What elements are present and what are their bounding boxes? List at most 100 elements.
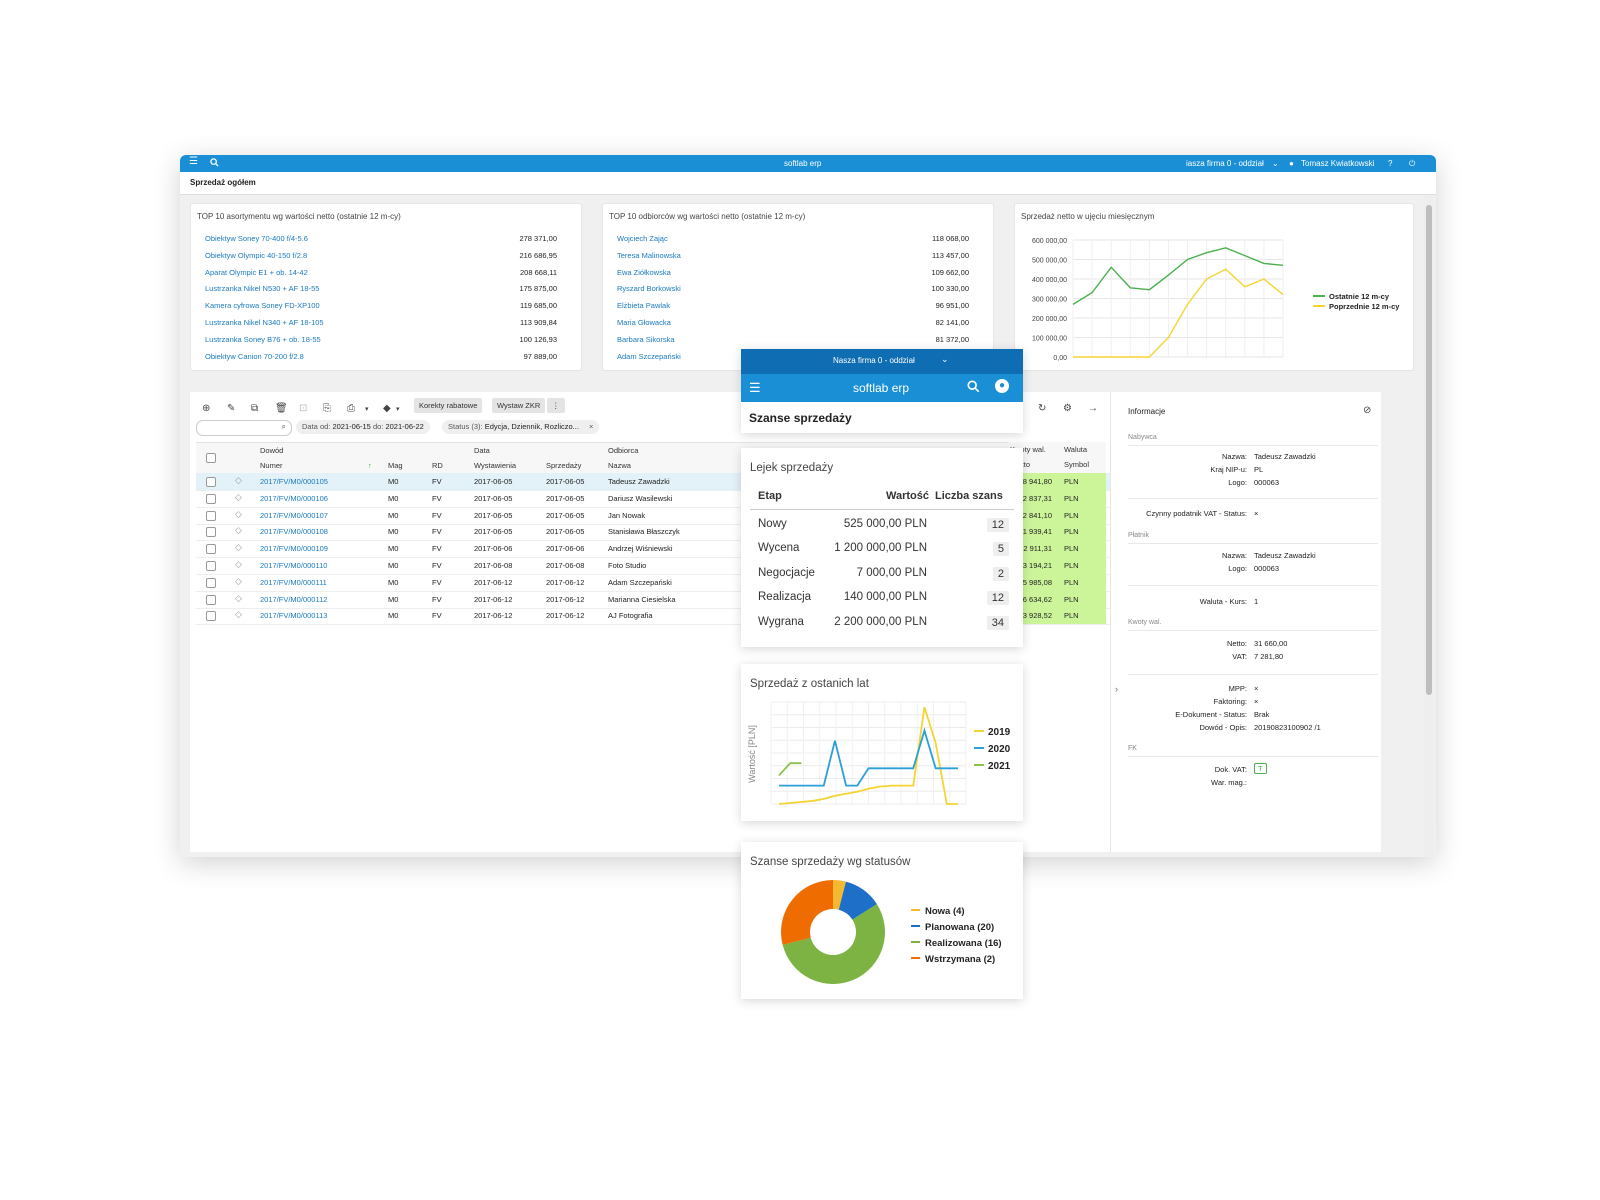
row-checkbox[interactable] bbox=[206, 544, 216, 555]
highlight-cells: 12 911,31 PLN bbox=[1008, 540, 1106, 558]
search-icon: ⌕ bbox=[281, 422, 286, 431]
cell-doc-number[interactable]: 2017/FV/M0/000108 bbox=[260, 527, 328, 537]
cell-doc-number[interactable]: 2017/FV/M0/000107 bbox=[260, 510, 328, 520]
top10-row-name[interactable]: Ryszard Borkowski bbox=[617, 284, 681, 294]
attachment-icon[interactable]: ⎘ bbox=[323, 403, 331, 414]
arrow-right-icon[interactable]: → bbox=[1088, 403, 1098, 414]
row-checkbox[interactable] bbox=[206, 577, 216, 588]
top10-row: Adam Szczepański bbox=[617, 352, 969, 362]
grid-search-input[interactable]: ⌕ bbox=[196, 420, 292, 436]
row-checkbox[interactable] bbox=[206, 611, 216, 622]
menu-icon[interactable]: ☰ bbox=[749, 380, 761, 395]
refresh-icon[interactable]: ↻ bbox=[1038, 403, 1047, 414]
funnel-count: 12 bbox=[986, 591, 1009, 606]
top10-row-name[interactable]: Elżbieta Pawlak bbox=[617, 301, 670, 311]
col-header-warehouse[interactable]: Mag bbox=[388, 461, 403, 470]
menu-icon[interactable]: ☰ bbox=[189, 156, 198, 167]
edit-icon[interactable]: ✎ bbox=[227, 403, 236, 414]
search-icon[interactable] bbox=[967, 380, 980, 398]
row-checkbox[interactable] bbox=[206, 594, 216, 605]
sort-asc-icon[interactable]: ↑ bbox=[368, 461, 372, 470]
status-filter-chip[interactable]: Status (3): Edycja, Dziennik, Rozliczo..… bbox=[442, 420, 600, 434]
funnel-value: 2 200 000,00 PLN bbox=[834, 615, 927, 628]
main-scrollbar[interactable] bbox=[1424, 195, 1434, 857]
user-icon[interactable]: ● bbox=[1289, 159, 1294, 168]
cell-doc-type: FV bbox=[432, 594, 442, 604]
corrections-button[interactable]: Korekty rabatowe bbox=[414, 398, 483, 413]
cell-doc-number[interactable]: 2017/FV/M0/000105 bbox=[260, 477, 328, 486]
scrollbar-thumb[interactable] bbox=[1426, 205, 1432, 695]
diamond-icon: ◇ bbox=[235, 592, 242, 603]
top10-row-name[interactable]: Obiektyw Canion 70-200 f/2.8 bbox=[205, 351, 304, 361]
zkr-button[interactable]: Wystaw ZKR bbox=[492, 398, 546, 413]
group-header-document: Dowód bbox=[260, 446, 284, 455]
col-header-symbol[interactable]: Symbol bbox=[1064, 460, 1090, 469]
top10-row-name[interactable]: Ewa Ziółkowska bbox=[617, 267, 671, 277]
search-icon[interactable] bbox=[210, 158, 219, 170]
cell-doc-number[interactable]: 2017/FV/M0/000112 bbox=[260, 594, 328, 604]
series-line bbox=[1072, 247, 1284, 305]
col-header-name[interactable]: Nazwa bbox=[608, 461, 631, 470]
row-checkbox[interactable] bbox=[206, 493, 216, 504]
col-header-sale-date[interactable]: Sprzedaży bbox=[546, 461, 582, 470]
tag-icon[interactable]: ◆ bbox=[383, 403, 391, 414]
row-checkbox[interactable] bbox=[206, 510, 216, 521]
top10-row-name[interactable]: Obiektyw Olympic 40-150 f/2.8 bbox=[205, 250, 308, 260]
top10-row-value: 100 330,00 bbox=[931, 284, 969, 294]
date-filter-chip[interactable]: Data od: 2021-06-15 do: 2021-06-22 bbox=[296, 420, 430, 434]
top10-row-name[interactable]: Wojciech Zając bbox=[617, 234, 668, 243]
hide-panel-icon[interactable]: ⊘ bbox=[1363, 405, 1372, 416]
top10-row-name[interactable]: Aparat Olympic E1 + ob. 14-42 bbox=[205, 267, 308, 277]
cell-doc-number[interactable]: 2017/FV/M0/000110 bbox=[260, 561, 328, 570]
print-dropdown-icon[interactable]: ▾ bbox=[365, 406, 369, 413]
cell-doc-number[interactable]: 2017/FV/M0/000113 bbox=[260, 611, 328, 621]
top10-row-name[interactable]: Maria Głowacka bbox=[617, 318, 671, 327]
expand-chevron-icon[interactable]: › bbox=[1115, 684, 1118, 694]
row-checkbox[interactable] bbox=[206, 477, 216, 487]
funnel-value: 1 200 000,00 PLN bbox=[834, 542, 927, 555]
help-icon[interactable]: ? bbox=[1388, 159, 1393, 168]
col-header-doctype[interactable]: RD bbox=[432, 461, 443, 470]
buyer-country-label: Kraj NIP-u: bbox=[1210, 465, 1247, 474]
cell-doc-number[interactable]: 2017/FV/M0/000106 bbox=[260, 493, 328, 503]
page-header: Sprzedaż ogółem bbox=[180, 172, 1436, 195]
tag-dropdown-icon[interactable]: ▾ bbox=[396, 406, 400, 413]
cell-issue-date: 2017-06-05 bbox=[474, 510, 513, 520]
cell-currency: PLN bbox=[1064, 493, 1079, 503]
row-checkbox[interactable] bbox=[206, 527, 216, 538]
col-header-issue-date[interactable]: Wystawienia bbox=[474, 461, 517, 470]
top10-row-name[interactable]: Lustrzanka Soney B76 + ob. 18-55 bbox=[205, 334, 321, 344]
select-all-checkbox[interactable] bbox=[206, 453, 216, 463]
cell-doc-number[interactable]: 2017/FV/M0/000109 bbox=[260, 544, 328, 554]
top10-row-name[interactable]: Kamera cyfrowa Soney FD-XP100 bbox=[205, 301, 320, 311]
delete-icon[interactable]: 🗑︎ bbox=[275, 403, 288, 414]
copy-icon[interactable]: ⧉ bbox=[251, 403, 259, 414]
top10-row: Ewa Ziółkowska 109 662,00 bbox=[617, 268, 969, 278]
power-icon[interactable]: ⏻ bbox=[1409, 159, 1416, 168]
company-selector[interactable]: iasza firma 0 - oddział bbox=[1186, 159, 1264, 168]
print-icon[interactable]: ⎙ bbox=[347, 403, 355, 414]
col-header-number[interactable]: Numer bbox=[260, 461, 283, 470]
top10-row-name[interactable]: Obiektyw Soney 70-400 f/4-5.6 bbox=[205, 234, 308, 243]
chevron-down-icon[interactable]: ⌄ bbox=[941, 354, 949, 364]
cell-issue-date: 2017-06-05 bbox=[474, 477, 513, 486]
top10-row-name[interactable]: Lustrzanka Nikel N530 + AF 18-55 bbox=[205, 284, 320, 294]
top10-row-name[interactable]: Teresa Malinowska bbox=[617, 250, 681, 260]
funnel-title: Lejek sprzedaży bbox=[750, 462, 834, 474]
more-options-button[interactable]: ⋮ bbox=[547, 398, 565, 413]
top10-row-name[interactable]: Barbara Sikorska bbox=[617, 334, 675, 344]
top10-row-name[interactable]: Adam Szczepański bbox=[617, 351, 681, 361]
row-checkbox[interactable] bbox=[206, 561, 216, 571]
cell-sale-date: 2017-06-05 bbox=[546, 510, 585, 520]
top10-row-name[interactable]: Lustrzanka Nikel N340 + AF 18-105 bbox=[205, 318, 324, 327]
user-name[interactable]: Tomasz Kwiatkowski bbox=[1301, 159, 1375, 168]
y-tick-label: 200 000,00 bbox=[1032, 316, 1067, 323]
add-icon[interactable]: ⊕ bbox=[202, 403, 211, 414]
mobile-company[interactable]: Nasza firma 0 - oddział bbox=[833, 356, 915, 365]
factoring-label: Faktoring: bbox=[1213, 697, 1247, 706]
settings-gear-icon[interactable]: ⚙ bbox=[1063, 403, 1072, 414]
cell-doc-number[interactable]: 2017/FV/M0/000111 bbox=[260, 577, 327, 587]
user-icon[interactable]: ● bbox=[995, 379, 1009, 393]
chevron-down-icon[interactable]: ⌄ bbox=[1272, 159, 1279, 168]
buyer-name-label: Nazwa: bbox=[1221, 452, 1247, 461]
